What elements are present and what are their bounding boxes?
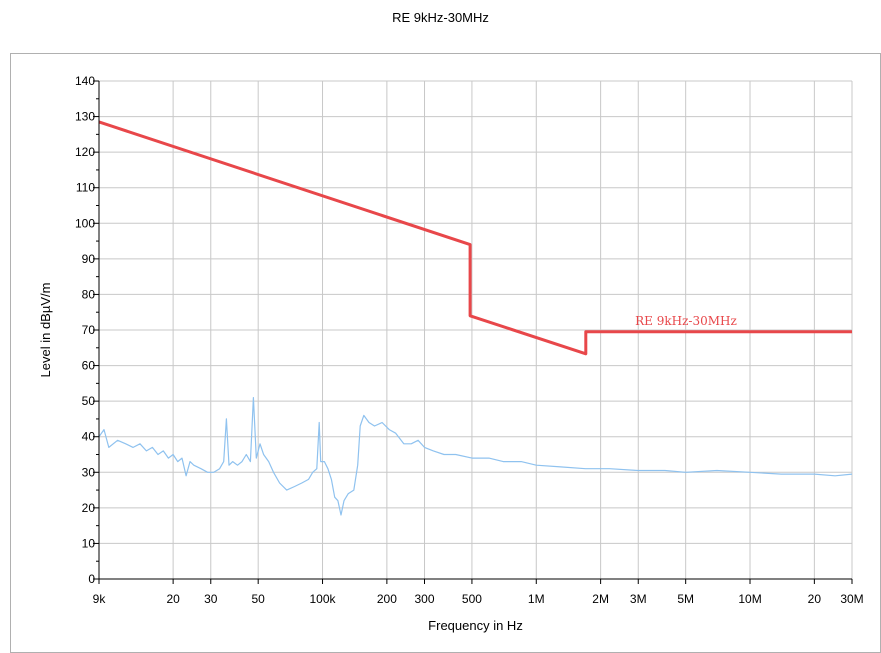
x-tick-label: 3M [630, 592, 647, 606]
y-tick-label: 140 [75, 74, 95, 88]
x-tick-label: 9k [93, 592, 107, 606]
x-tick-label: 2M [592, 592, 609, 606]
measurement-trace [98, 397, 853, 516]
y-tick-label: 100 [75, 216, 95, 230]
x-tick-label: 30M [840, 592, 863, 606]
limit-line [98, 120, 852, 356]
y-tick-label: 110 [76, 181, 95, 195]
x-tick-label: 10M [738, 592, 761, 606]
x-axis-title: Frequency in Hz [428, 618, 523, 633]
y-tick-label: 120 [75, 145, 95, 159]
y-tick-label: 60 [82, 359, 96, 373]
x-tick-label: 20 [808, 592, 822, 606]
grid [98, 80, 853, 580]
y-tick-label: 70 [82, 323, 96, 337]
x-tick-label: 5M [677, 592, 694, 606]
labels: 0 10 20 30 40 50 60 70 80 90 100 110 120 130 140 9k 20 30… [38, 74, 864, 633]
limit-label: RE 9kHz-30MHz [635, 314, 737, 328]
y-tick-label: 40 [82, 430, 96, 444]
y-tick-label: 10 [82, 536, 96, 550]
y-tick-label: 30 [82, 465, 96, 479]
y-tick-label: 20 [82, 501, 96, 515]
x-tick-label: 20 [166, 592, 180, 606]
x-tick-label: 50 [252, 592, 266, 606]
x-tick-label: 1M [528, 592, 545, 606]
chart-title: RE 9kHz-30MHz [392, 10, 489, 25]
axes [93, 80, 853, 584]
x-tick-label: 200 [377, 592, 397, 606]
x-tick-label: 500 [462, 592, 482, 606]
x-tick-label: 30 [204, 592, 218, 606]
y-tick-label: 50 [82, 394, 96, 408]
x-tick-label: 100k [310, 592, 337, 606]
x-tick-label: 300 [414, 592, 434, 606]
y-tick-label: 90 [82, 252, 96, 266]
y-tick-label: 130 [75, 110, 95, 124]
y-tick-label: 0 [88, 572, 95, 586]
y-axis-title: Level in dBµV/m [38, 283, 53, 378]
y-tick-label: 80 [82, 287, 96, 301]
series-layer [98, 120, 853, 516]
